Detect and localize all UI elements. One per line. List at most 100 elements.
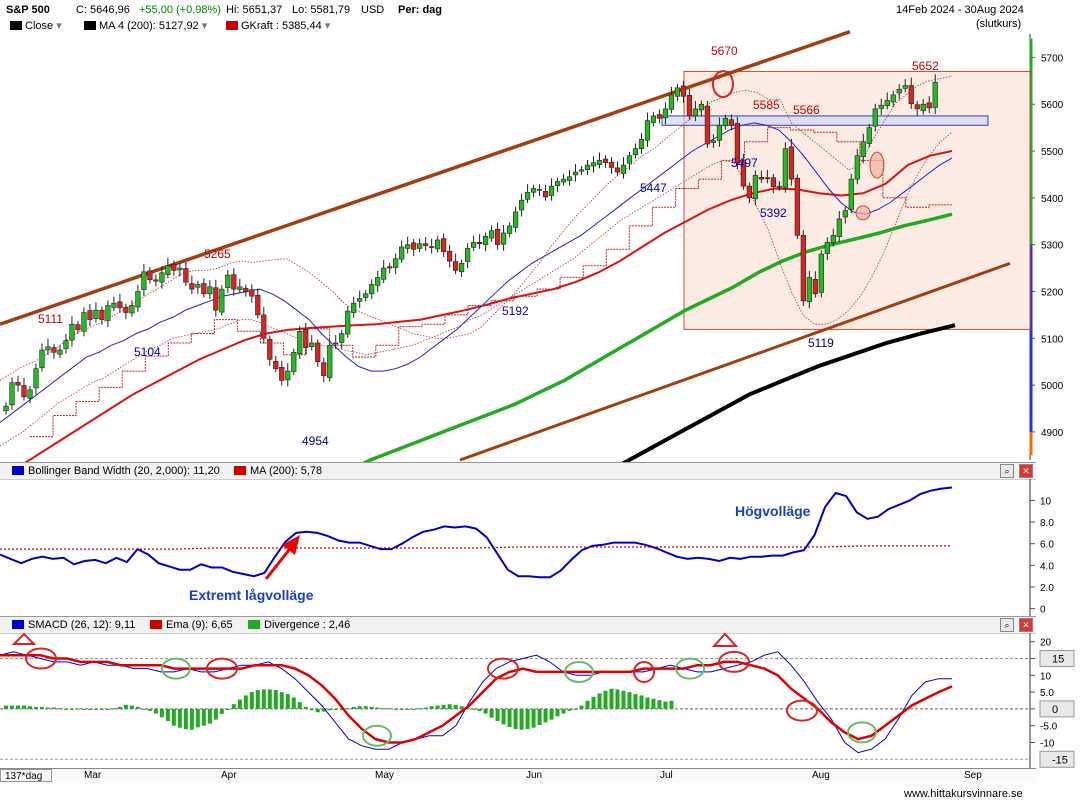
slutkurs-label: (slutkurs): [976, 18, 1022, 30]
close-icon[interactable]: ✕: [1019, 618, 1033, 632]
divergence-bar: [453, 704, 458, 709]
divergence-bar: [189, 708, 194, 730]
y-tick-label: 4900: [1041, 428, 1064, 439]
divergence-bar: [585, 700, 590, 709]
legend-gkraft[interactable]: GKraft : 5385,44 ▾: [226, 19, 330, 32]
annotation-arrow-shaft: [264, 544, 295, 580]
divergence-bar: [57, 708, 62, 710]
candle: [710, 140, 717, 143]
bbw-ma-line: [0, 545, 952, 550]
candle: [626, 155, 633, 164]
sell-signal-circle: [487, 657, 519, 680]
divergence-bar: [225, 708, 230, 710]
candle: [15, 381, 21, 386]
ma4-200-line: [621, 323, 956, 462]
candle: [842, 210, 848, 218]
divergence-bar: [39, 706, 44, 709]
divergence-bar: [495, 708, 500, 721]
candle: [75, 324, 81, 331]
bbw-chart[interactable]: 0 2.0 4.0 6.0 8.0 10 Högvolläge Extremt lågvoll…: [0, 479, 1080, 616]
month-apr: Apr: [221, 770, 237, 781]
candle: [608, 161, 615, 168]
dropdown-arrow-icon[interactable]: ▾: [324, 20, 331, 32]
candle: [872, 108, 878, 127]
candle: [171, 264, 177, 271]
candle: [716, 124, 723, 141]
ema-line: [0, 653, 953, 744]
dropdown-arrow-icon[interactable]: ▾: [201, 20, 208, 32]
divergence-bar: [75, 708, 80, 710]
candle: [674, 87, 681, 97]
candle: [225, 274, 231, 289]
y-tick-label: 5.0: [1040, 688, 1054, 699]
divergence-bar: [567, 708, 572, 711]
divergence-bar: [363, 706, 368, 709]
bollinger-upper-line: [0, 75, 953, 381]
axis-tag-label: 15: [1052, 654, 1064, 666]
candle: [782, 148, 788, 188]
candle: [321, 362, 327, 377]
candle: [770, 177, 776, 187]
divergence-bar: [369, 706, 374, 709]
candle: [99, 309, 105, 320]
candle: [800, 234, 806, 302]
zoom-icon[interactable]: ⌕: [1000, 464, 1014, 478]
y-tick-label: 5000: [1041, 381, 1064, 392]
candle: [926, 102, 932, 109]
divergence-bar: [141, 708, 146, 710]
candle: [788, 146, 794, 180]
candle: [123, 307, 129, 313]
candle: [441, 238, 447, 252]
sell-signal-circle: [786, 699, 818, 722]
candle: [243, 287, 249, 292]
divergence-bar: [315, 708, 320, 713]
divergence-bar: [357, 706, 362, 709]
candle: [459, 263, 465, 273]
candle: [423, 243, 429, 246]
candle: [57, 349, 63, 355]
divergence-bar: [201, 708, 206, 726]
bbw-swatch: [12, 466, 24, 475]
candle: [914, 104, 920, 110]
candle: [297, 330, 303, 355]
smacd-chart[interactable]: -10-5.005.0101520150-15: [0, 633, 1080, 768]
symbol-title: S&P 500: [6, 4, 50, 16]
axis-tag-label: 0: [1052, 704, 1058, 716]
candle: [752, 175, 758, 200]
candle: [345, 310, 351, 335]
legend-ma4[interactable]: MA 4 (200): 5127,92 ▾: [84, 19, 207, 32]
interval-label[interactable]: 137*dag: [0, 769, 52, 782]
divergence-bar: [507, 708, 512, 728]
support-zone: [661, 115, 989, 126]
close-icon[interactable]: ✕: [1019, 464, 1033, 478]
candle: [255, 294, 261, 316]
dropdown-arrow-icon[interactable]: ▾: [56, 20, 62, 32]
divergence-bar: [147, 708, 152, 711]
divergence-bar: [327, 708, 332, 711]
site-credit[interactable]: www.hittakursvinnare.se: [904, 788, 1023, 800]
zoom-icon[interactable]: ⌕: [1000, 618, 1014, 632]
divergence-bar: [81, 708, 86, 710]
candle: [93, 309, 99, 319]
ma4-swatch: [84, 21, 96, 30]
y-tick-label: 4.0: [1040, 561, 1054, 572]
divergence-bar: [183, 708, 188, 730]
candle: [105, 305, 111, 321]
candle: [854, 155, 860, 180]
bollinger-lower-line: [0, 131, 953, 447]
candle: [81, 312, 87, 332]
candle: [45, 346, 51, 351]
period-label: Per: dag: [398, 4, 443, 16]
sell-signal-circle: [206, 657, 238, 680]
y-tick-label: 5100: [1041, 334, 1064, 345]
candle: [656, 114, 663, 119]
candle: [494, 228, 501, 245]
low-volatility-annotation: Extremt lågvolläge: [189, 587, 314, 603]
candle: [860, 141, 866, 157]
legend-close[interactable]: Close ▾: [10, 19, 62, 32]
divergence-bar: [375, 707, 380, 709]
divergence-bar: [285, 694, 290, 709]
price-chart[interactable]: 4900 5000 5100 5200 5300 5400 5500 5600 5700 5670…: [0, 0, 1080, 462]
divergence-bar: [513, 708, 518, 730]
price-label: 5566: [793, 103, 820, 117]
